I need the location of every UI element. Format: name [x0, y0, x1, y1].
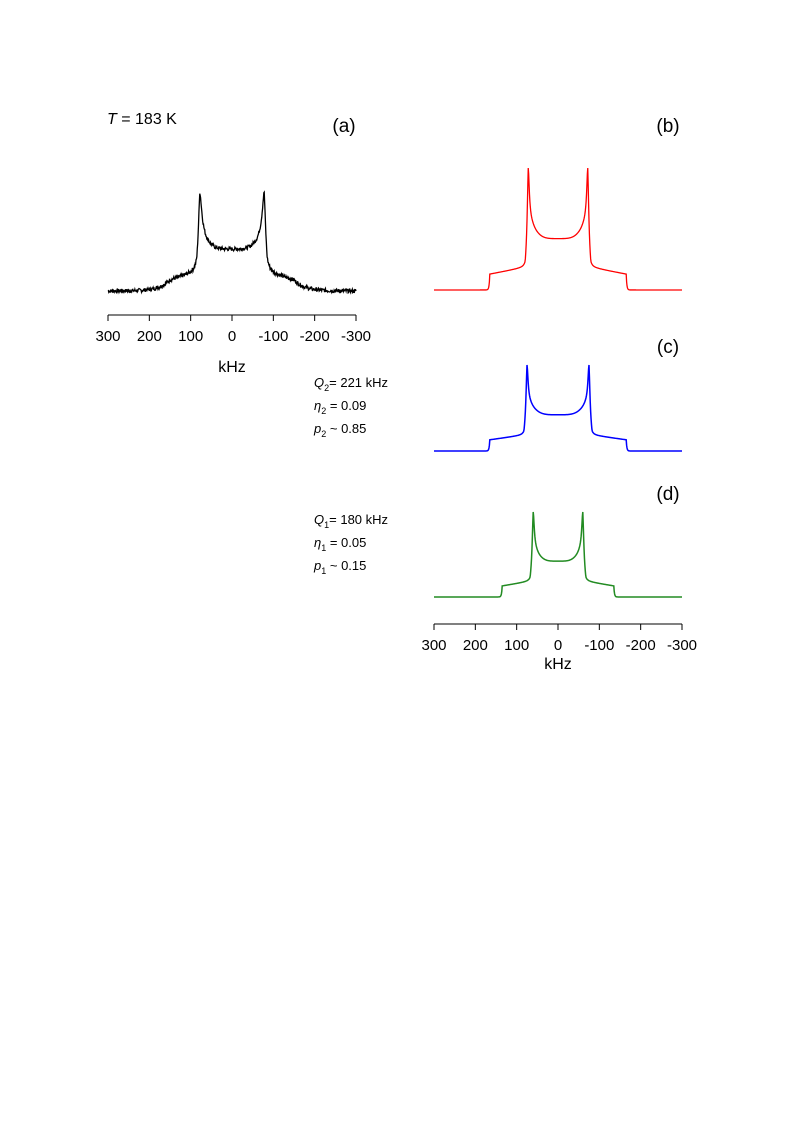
x-tick-label: -200	[626, 637, 656, 654]
spectrum-a-line	[107, 190, 357, 295]
annotation-line: Q1= 180 kHz	[314, 512, 388, 530]
x-axis-title-a: kHz	[218, 359, 246, 376]
x-tick-label: 300	[421, 637, 446, 654]
x-tick-label: -300	[341, 328, 371, 345]
x-tick-label: 300	[95, 328, 120, 345]
x-tick-label: -100	[258, 328, 288, 345]
annotation-line: η2 = 0.09	[314, 398, 366, 416]
annotation-c: Q2= 221 kHz η2 = 0.09 p2 ~ 0.85	[313, 375, 388, 439]
panel-label-c: (c)	[657, 337, 679, 358]
annotation-line: p1 ~ 0.15	[313, 558, 366, 576]
annotation-line: p2 ~ 0.85	[313, 421, 366, 439]
spectrum-c-line	[434, 364, 682, 452]
annotation-line: η1 = 0.05	[314, 535, 366, 553]
x-tick-label: 0	[228, 328, 236, 345]
spectrum-d-line	[434, 511, 682, 598]
x-tick-label: 200	[463, 637, 488, 654]
x-axis-d: 300 200 100 0 -100 -200 -300	[421, 623, 697, 654]
annotation-d: Q1= 180 kHz η1 = 0.05 p1 ~ 0.15	[313, 512, 388, 576]
x-tick-label: -200	[300, 328, 330, 345]
x-tick-label: -100	[584, 637, 614, 654]
x-tick-label: 100	[504, 637, 529, 654]
panel-label-a: (a)	[332, 116, 355, 137]
annotation-line: Q2= 221 kHz	[314, 375, 388, 393]
x-tick-label: -300	[667, 637, 697, 654]
x-tick-label: 200	[137, 328, 162, 345]
spectrum-b-line	[434, 167, 682, 291]
x-axis-a: 300 200 100 0 -100 -200 -300	[95, 314, 371, 345]
panel-label-b: (b)	[656, 116, 679, 137]
panel-label-d: (d)	[656, 484, 679, 505]
x-tick-label: 100	[178, 328, 203, 345]
x-axis-title-d: kHz	[544, 656, 572, 673]
temperature-label: T = 183 K	[107, 111, 177, 128]
temperature-value: = 183 K	[117, 111, 177, 128]
x-tick-label: 0	[554, 637, 562, 654]
temperature-symbol: T	[107, 111, 118, 128]
